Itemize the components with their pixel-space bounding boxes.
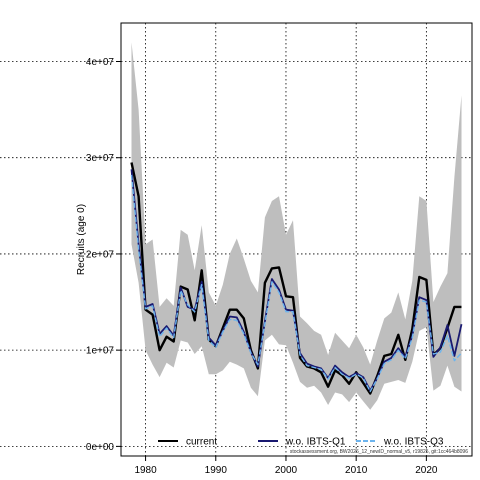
y-tick-label-1e+07: 1e+07 bbox=[86, 346, 115, 357]
x-tick-label-1980: 1980 bbox=[134, 465, 157, 476]
legend-label-w-o-ibts-q3: w.o. IBTS-Q3 bbox=[383, 437, 444, 448]
confidence-band bbox=[131, 42, 462, 410]
footnote: stockassessment.org, BW2026_12_newID_nor… bbox=[290, 449, 468, 455]
y-tick-label-3e+07: 3e+07 bbox=[86, 153, 115, 164]
y-axis: 0e+00 1e+07 2e+07 3e+07 4e+07 bbox=[86, 57, 121, 453]
x-tick-label-2000: 2000 bbox=[275, 465, 298, 476]
plot-frame bbox=[120, 22, 473, 457]
confidence-band-layer bbox=[131, 42, 462, 410]
series-line-w-o-ibts-q3 bbox=[130, 174, 463, 393]
y-axis-title: Recruits (age 0) bbox=[76, 204, 87, 275]
x-tick-label-2020: 2020 bbox=[415, 465, 438, 476]
y-tick-label-2e+07: 2e+07 bbox=[86, 249, 115, 260]
x-tick-label-1990: 1990 bbox=[205, 465, 228, 476]
legend-label-w-o-ibts-q1: w.o. IBTS-Q1 bbox=[285, 437, 346, 448]
y-tick-label-4e+07: 4e+07 bbox=[86, 57, 115, 68]
y-tick-label-0e+00: 0e+00 bbox=[86, 442, 115, 453]
legend: current w.o. IBTS-Q1 w.o. IBTS-Q3 bbox=[158, 437, 444, 448]
legend-label-current: current bbox=[186, 437, 217, 448]
series-layer bbox=[130, 162, 463, 395]
x-axis: 1980 1990 2000 2010 2020 bbox=[134, 456, 438, 476]
x-tick-label-2010: 2010 bbox=[345, 465, 368, 476]
